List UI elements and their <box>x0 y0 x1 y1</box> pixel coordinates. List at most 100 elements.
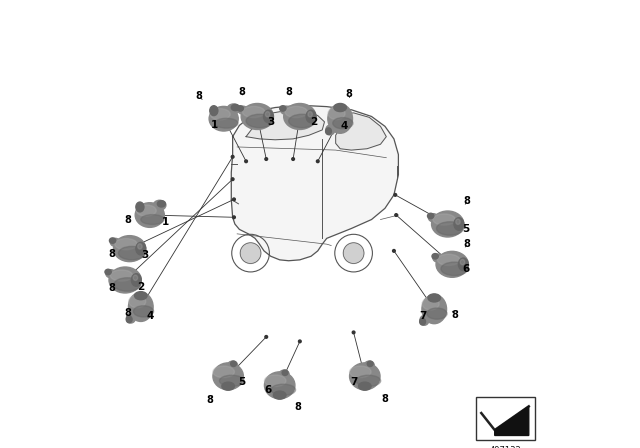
Ellipse shape <box>126 316 132 323</box>
Ellipse shape <box>109 267 141 293</box>
Circle shape <box>265 158 268 160</box>
Ellipse shape <box>134 292 147 300</box>
Ellipse shape <box>456 219 460 224</box>
Ellipse shape <box>231 104 239 111</box>
Ellipse shape <box>138 244 142 249</box>
Ellipse shape <box>433 254 443 262</box>
Ellipse shape <box>326 125 335 135</box>
Ellipse shape <box>133 275 138 280</box>
Ellipse shape <box>129 292 153 322</box>
Text: 8: 8 <box>238 87 245 97</box>
Ellipse shape <box>367 361 373 366</box>
Circle shape <box>231 155 234 158</box>
Ellipse shape <box>285 106 307 117</box>
Circle shape <box>352 331 355 334</box>
Circle shape <box>395 214 397 216</box>
Ellipse shape <box>136 202 144 212</box>
Ellipse shape <box>135 202 164 227</box>
Ellipse shape <box>266 112 270 117</box>
Ellipse shape <box>264 375 286 387</box>
Ellipse shape <box>436 222 463 235</box>
Ellipse shape <box>280 106 291 114</box>
Polygon shape <box>231 105 398 261</box>
Ellipse shape <box>133 306 154 317</box>
Text: 497132: 497132 <box>490 446 522 448</box>
Text: 8: 8 <box>346 89 353 99</box>
Ellipse shape <box>279 370 289 378</box>
Ellipse shape <box>230 361 236 366</box>
Ellipse shape <box>109 238 116 243</box>
Ellipse shape <box>436 251 468 277</box>
Ellipse shape <box>264 110 273 123</box>
Ellipse shape <box>209 107 238 131</box>
Text: 2: 2 <box>137 282 145 292</box>
Ellipse shape <box>428 294 440 302</box>
Text: 1: 1 <box>211 121 218 130</box>
Text: 8: 8 <box>108 283 115 293</box>
Ellipse shape <box>118 246 145 260</box>
Text: 8: 8 <box>381 394 388 404</box>
Ellipse shape <box>422 295 447 323</box>
Text: 3: 3 <box>141 250 149 260</box>
Polygon shape <box>246 110 324 140</box>
Ellipse shape <box>308 112 312 117</box>
Ellipse shape <box>420 318 426 325</box>
Bar <box>476 397 535 440</box>
Ellipse shape <box>273 391 286 399</box>
Ellipse shape <box>220 375 244 386</box>
Ellipse shape <box>326 128 332 134</box>
Circle shape <box>233 198 236 201</box>
Text: 8: 8 <box>285 87 292 97</box>
Ellipse shape <box>131 274 141 286</box>
Text: 8: 8 <box>463 196 470 206</box>
Ellipse shape <box>141 215 164 224</box>
Ellipse shape <box>437 254 460 265</box>
Ellipse shape <box>264 372 295 399</box>
Ellipse shape <box>431 211 464 237</box>
Ellipse shape <box>328 104 353 134</box>
Ellipse shape <box>432 254 438 259</box>
Ellipse shape <box>214 118 238 128</box>
Circle shape <box>233 216 236 219</box>
Text: 5: 5 <box>462 224 469 234</box>
Text: 8: 8 <box>125 215 132 225</box>
Ellipse shape <box>154 200 166 210</box>
Circle shape <box>392 250 396 252</box>
Ellipse shape <box>127 313 136 323</box>
Ellipse shape <box>222 382 234 390</box>
Text: 8: 8 <box>196 91 202 101</box>
Text: 8: 8 <box>207 395 214 405</box>
Ellipse shape <box>428 214 438 222</box>
Ellipse shape <box>460 259 465 265</box>
Ellipse shape <box>136 242 146 255</box>
Circle shape <box>240 243 261 263</box>
Ellipse shape <box>349 363 380 390</box>
Ellipse shape <box>427 308 447 319</box>
Ellipse shape <box>114 278 141 291</box>
Text: 8: 8 <box>451 310 458 320</box>
Ellipse shape <box>110 270 132 281</box>
Ellipse shape <box>213 366 234 378</box>
Ellipse shape <box>136 205 156 216</box>
Ellipse shape <box>213 363 243 390</box>
Ellipse shape <box>441 262 468 276</box>
Polygon shape <box>495 406 529 435</box>
Text: 4: 4 <box>146 311 154 321</box>
Ellipse shape <box>210 106 218 116</box>
Ellipse shape <box>306 110 316 123</box>
Ellipse shape <box>113 236 146 262</box>
Circle shape <box>394 194 397 196</box>
Ellipse shape <box>420 315 429 325</box>
Circle shape <box>316 160 319 163</box>
Text: 3: 3 <box>267 117 275 127</box>
Ellipse shape <box>238 106 248 114</box>
Circle shape <box>292 158 294 160</box>
Ellipse shape <box>246 114 273 128</box>
Ellipse shape <box>364 361 374 369</box>
Ellipse shape <box>280 106 286 111</box>
Ellipse shape <box>129 295 146 308</box>
Ellipse shape <box>115 238 137 250</box>
Ellipse shape <box>428 213 434 219</box>
Ellipse shape <box>458 258 468 271</box>
Circle shape <box>343 243 364 263</box>
